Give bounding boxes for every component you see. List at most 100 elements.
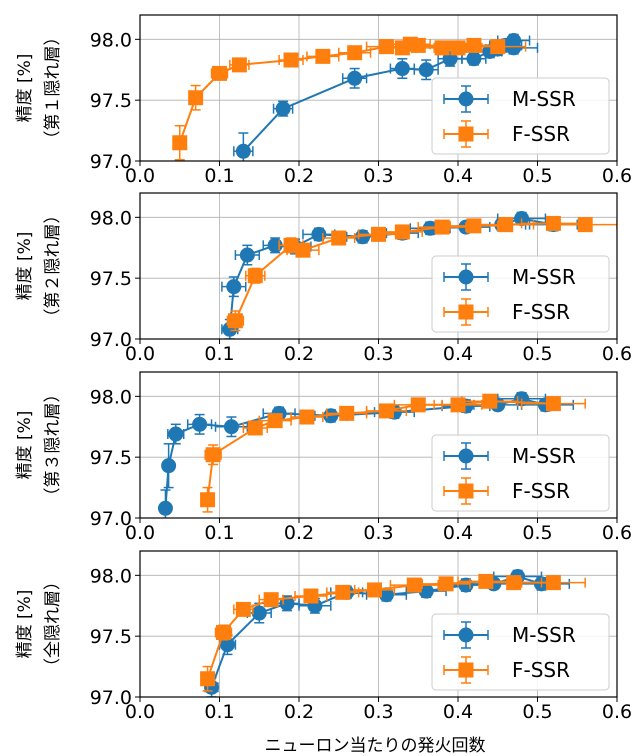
data-point [482,393,498,409]
data-point [434,219,450,235]
y-tick-label: 97.5 [90,447,132,469]
data-point [226,279,242,295]
data-point [251,605,267,621]
legend-marker [458,448,474,464]
axes: 0.0 0.1 0.2 0.3 0.4 0.5 0.6 97.0 97.5 98.0 [90,386,632,544]
data-point [490,39,506,55]
x-tick-label: 0.6 [602,522,632,544]
chart-panel-1: 0.0 0.1 0.2 0.3 0.4 0.5 0.6 97.0 97.5 98.0 精度 [%] （… [15,14,632,187]
data-point [200,671,216,687]
data-point [227,313,243,329]
y-axis-label-layer: （第１隠れ層） [43,29,63,148]
x-tick-label: 0.0 [125,701,155,723]
y-tick-label: 98.0 [90,29,132,51]
data-point [577,217,593,233]
series-f-ssr [226,215,617,332]
data-point [339,405,355,421]
y-tick-label: 97.0 [90,329,132,351]
legend-label: M-SSR [512,623,576,647]
data-point [394,224,410,240]
data-point [192,416,208,432]
x-tick-label: 0.0 [125,343,155,365]
y-axis-label: 精度 [%] [15,54,35,123]
data-point [378,39,394,55]
data-point [283,237,299,253]
data-point [267,413,283,429]
axes: 0.0 0.1 0.2 0.3 0.4 0.5 0.6 97.0 97.5 98.0 [90,207,632,365]
x-tick-label: 0.6 [602,701,632,723]
x-tick-label: 0.2 [284,343,314,365]
data-point [418,62,434,78]
data-point [498,217,514,233]
x-tick-label: 0.1 [204,165,234,187]
data-point [506,575,522,591]
x-tick-label: 0.0 [125,165,155,187]
data-point [200,492,216,508]
data-point [283,52,299,68]
series-f-ssr [200,573,586,692]
data-point [231,57,247,73]
y-tick-label: 98.0 [90,565,132,587]
data-point [478,573,494,589]
y-axis-label: 精度 [%] [15,590,35,659]
data-point [406,577,422,593]
x-tick-label: 0.3 [363,522,393,544]
data-point [378,403,394,419]
x-tick-label: 0.4 [443,165,473,187]
x-tick-label: 0.1 [204,343,234,365]
x-tick-label: 0.4 [443,522,473,544]
legend: M-SSR F-SSR [431,255,610,333]
data-point [378,587,394,603]
x-tick-label: 0.3 [363,701,393,723]
legend-marker [458,91,474,107]
data-point [410,37,426,53]
data-point [545,215,561,231]
axes: 0.0 0.1 0.2 0.3 0.4 0.5 0.6 97.0 97.5 98.0 [90,565,632,723]
y-axis-label-layer: （第２隠れ層） [43,207,63,326]
chart-panel-2: 0.0 0.1 0.2 0.3 0.4 0.5 0.6 97.0 97.5 98.0 精度 [%] （… [15,192,632,365]
data-point [311,226,327,242]
data-point [331,230,347,246]
data-point [438,576,454,592]
data-point [219,637,235,653]
legend-marker [458,304,474,320]
data-point [371,226,386,242]
data-point [545,396,561,412]
x-tick-label: 0.5 [522,343,552,365]
data-point [161,458,177,474]
data-point [295,242,311,258]
data-point [275,101,291,117]
legend-label: M-SSR [512,265,576,289]
x-tick-label: 0.5 [522,522,552,544]
data-point [335,584,351,600]
data-point [223,419,239,435]
data-point [205,447,221,463]
data-point [466,218,482,234]
data-point [263,592,279,608]
x-tick-label: 0.2 [284,522,314,544]
series-f-ssr [172,36,527,161]
y-axis-label: 精度 [%] [15,232,35,301]
data-point [347,70,363,86]
y-tick-label: 98.0 [90,207,132,229]
data-point [450,397,466,413]
data-point [168,426,184,442]
x-tick-label: 0.0 [125,522,155,544]
plot-area [221,211,617,339]
data-point [545,575,561,591]
chart-panel-4: 0.0 0.1 0.2 0.3 0.4 0.5 0.6 97.0 97.5 98.0 精度 [%] （… [15,550,632,723]
x-tick-label: 0.5 [522,701,552,723]
legend: M-SSR F-SSR [431,613,610,691]
data-point [303,588,319,604]
data-point [394,61,410,77]
plot-area [200,569,586,697]
y-axis-label-layer: （全隠れ層） [43,573,63,675]
legend-marker [458,627,474,643]
legend-marker [458,662,474,678]
legend: M-SSR F-SSR [431,434,610,512]
x-tick-label: 0.2 [284,701,314,723]
legend-label: M-SSR [512,444,576,468]
x-tick-label: 0.3 [363,343,393,365]
legend-marker [458,483,474,499]
